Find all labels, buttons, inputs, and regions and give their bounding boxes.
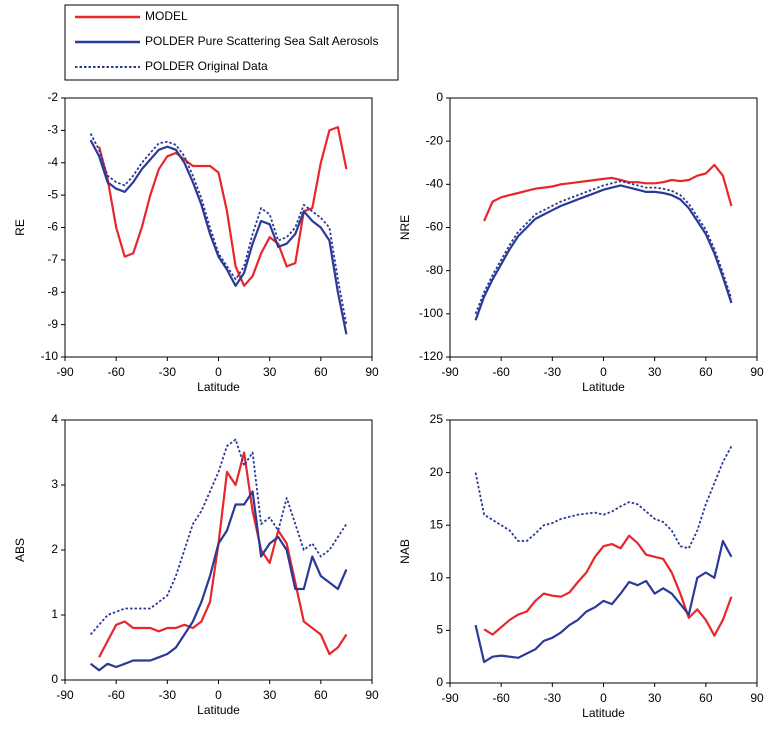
x-tick-label: -60: [107, 365, 125, 379]
x-tick-label: -60: [107, 688, 125, 702]
y-tick-label: 0: [436, 90, 443, 104]
x-tick-label: 90: [365, 688, 379, 702]
x-tick-label: -90: [56, 688, 74, 702]
y-tick-label: -40: [426, 177, 444, 191]
x-tick-label: 90: [750, 365, 764, 379]
y-tick-label: -100: [419, 306, 443, 320]
x-tick-label: 30: [263, 365, 277, 379]
y-tick-label: 15: [430, 517, 444, 531]
y-tick-label: -9: [47, 317, 58, 331]
y-tick-label: 4: [51, 412, 58, 426]
y-tick-label: -8: [47, 284, 58, 298]
y-tick-label: -10: [41, 349, 59, 363]
y-tick-label: 0: [51, 672, 58, 686]
y-tick-label: 25: [430, 412, 444, 426]
y-tick-label: -4: [47, 155, 58, 169]
x-tick-label: 0: [600, 691, 607, 705]
x-tick-label: 30: [263, 688, 277, 702]
series-line: [474, 184, 733, 321]
x-tick-label: -30: [159, 688, 177, 702]
x-tick-label: 0: [600, 365, 607, 379]
x-tick-label: -30: [544, 691, 562, 705]
y-tick-label: -20: [426, 133, 444, 147]
series-line: [98, 126, 348, 287]
series-line: [89, 438, 348, 636]
y-tick-label: 3: [51, 477, 58, 491]
plot-frame: [449, 419, 758, 684]
x-tick-label: 30: [648, 365, 662, 379]
x-tick-label: 0: [215, 688, 222, 702]
x-tick-label: 90: [365, 365, 379, 379]
x-tick-label: -90: [441, 365, 459, 379]
plot-frame: [64, 97, 373, 358]
x-tick-label: 30: [648, 691, 662, 705]
series-line: [89, 133, 348, 325]
y-tick-label: -7: [47, 252, 58, 266]
x-tick-label: -30: [159, 365, 177, 379]
y-tick-label: -5: [47, 187, 58, 201]
series-line: [483, 534, 733, 637]
plot-frame: [449, 97, 758, 358]
x-tick-label: 60: [699, 365, 713, 379]
x-tick-label: 60: [699, 691, 713, 705]
y-tick-label: 20: [430, 465, 444, 479]
y-axis-label: RE: [13, 219, 27, 236]
x-tick-label: -30: [544, 365, 562, 379]
y-axis-label: ABS: [13, 538, 27, 562]
y-tick-label: -3: [47, 123, 58, 137]
x-tick-label: -90: [56, 365, 74, 379]
y-tick-label: 0: [436, 675, 443, 689]
y-tick-label: 10: [430, 570, 444, 584]
series-line: [474, 539, 733, 664]
y-tick-label: 5: [436, 623, 443, 637]
y-tick-label: -80: [426, 263, 444, 277]
x-tick-label: 60: [314, 365, 328, 379]
y-axis-label: NAB: [398, 539, 412, 564]
y-tick-label: 2: [51, 542, 58, 556]
x-axis-label: Latitude: [197, 380, 240, 394]
y-tick-label: 1: [51, 607, 58, 621]
x-tick-label: -60: [492, 691, 510, 705]
series-line: [89, 139, 348, 335]
x-axis-label: Latitude: [582, 380, 625, 394]
series-line: [483, 163, 733, 222]
x-axis-label: Latitude: [197, 703, 240, 717]
series-line: [474, 180, 733, 315]
y-tick-label: -2: [47, 90, 58, 104]
legend-label: POLDER Original Data: [145, 59, 268, 73]
series-line: [89, 490, 348, 672]
legend-label: POLDER Pure Scattering Sea Salt Aerosols: [145, 34, 378, 48]
x-axis-label: Latitude: [582, 706, 625, 720]
x-tick-label: 90: [750, 691, 764, 705]
x-tick-label: -90: [441, 691, 459, 705]
x-tick-label: 0: [215, 365, 222, 379]
x-tick-label: -60: [492, 365, 510, 379]
series-line: [98, 451, 348, 658]
y-tick-label: -6: [47, 220, 58, 234]
y-tick-label: -120: [419, 349, 443, 363]
x-tick-label: 60: [314, 688, 328, 702]
series-line: [474, 445, 733, 550]
y-axis-label: NRE: [398, 215, 412, 240]
legend-label: MODEL: [145, 9, 188, 23]
y-tick-label: -60: [426, 220, 444, 234]
